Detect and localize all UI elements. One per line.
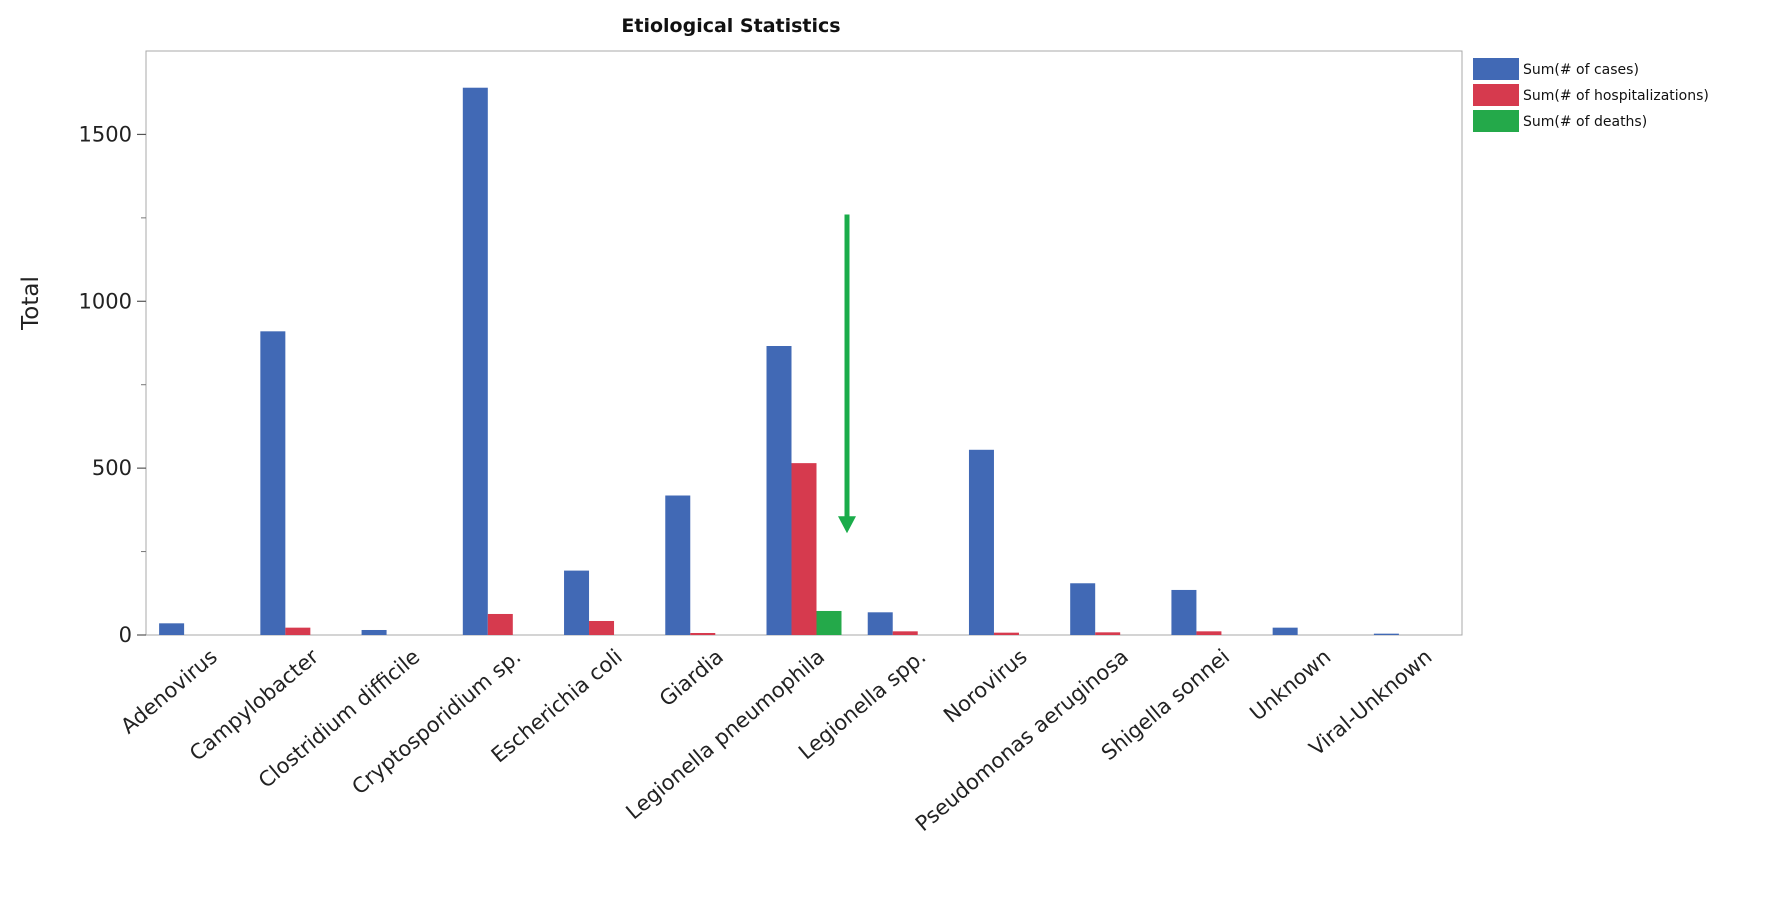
annotation-arrow-head xyxy=(838,516,856,534)
legend-label: Sum(# of cases) xyxy=(1523,62,1639,78)
x-tick-label: Adenovirus xyxy=(116,644,221,738)
bar xyxy=(816,610,842,635)
y-tick-label: 500 xyxy=(92,456,132,480)
plot-area: 050010001500AdenovirusCampylobacterClost… xyxy=(79,50,1463,836)
bar xyxy=(564,570,590,635)
bar xyxy=(589,620,615,635)
y-tick-label: 1500 xyxy=(79,122,132,146)
bar xyxy=(462,87,488,636)
bar xyxy=(892,631,918,635)
x-tick-label: Cryptosporidium sp. xyxy=(347,644,525,799)
bar xyxy=(968,449,994,635)
bar xyxy=(766,346,792,635)
legend: Sum(# of cases) Sum(# of hospitalizations… xyxy=(1473,58,1709,132)
bar xyxy=(665,495,691,635)
x-tick-label: Clostridium difficile xyxy=(254,644,424,792)
x-tick-label: Giardia xyxy=(655,644,728,711)
bar xyxy=(690,632,716,635)
y-tick-label: 1000 xyxy=(79,289,132,313)
legend-swatch xyxy=(1473,84,1519,106)
legend-label: Sum(# of hospitalizations) xyxy=(1523,88,1709,104)
x-tick-label: Pseudomonas aeruginosa xyxy=(911,644,1133,836)
bar xyxy=(1171,589,1197,635)
bar xyxy=(1095,632,1121,635)
bar xyxy=(867,612,893,635)
bar xyxy=(487,613,513,635)
y-tick-label: 0 xyxy=(119,623,132,647)
bar xyxy=(1070,583,1096,635)
y-axis-label: Total xyxy=(18,276,44,331)
bar xyxy=(993,632,1019,635)
bar xyxy=(1373,633,1399,635)
legend-swatch xyxy=(1473,58,1519,80)
bar xyxy=(285,627,311,635)
legend-swatch xyxy=(1473,110,1519,132)
x-tick-label: Norovirus xyxy=(939,644,1032,727)
x-tick-label: Legionella pneumophila xyxy=(621,644,829,824)
bar xyxy=(361,629,387,635)
bar xyxy=(1272,627,1298,635)
bar xyxy=(159,623,185,635)
bar xyxy=(260,331,286,635)
bar xyxy=(791,463,817,635)
chart-title: Etiological Statistics xyxy=(621,15,840,37)
legend-label: Sum(# of deaths) xyxy=(1523,114,1647,130)
bar xyxy=(1196,631,1222,635)
x-tick-label: Unknown xyxy=(1245,644,1335,725)
